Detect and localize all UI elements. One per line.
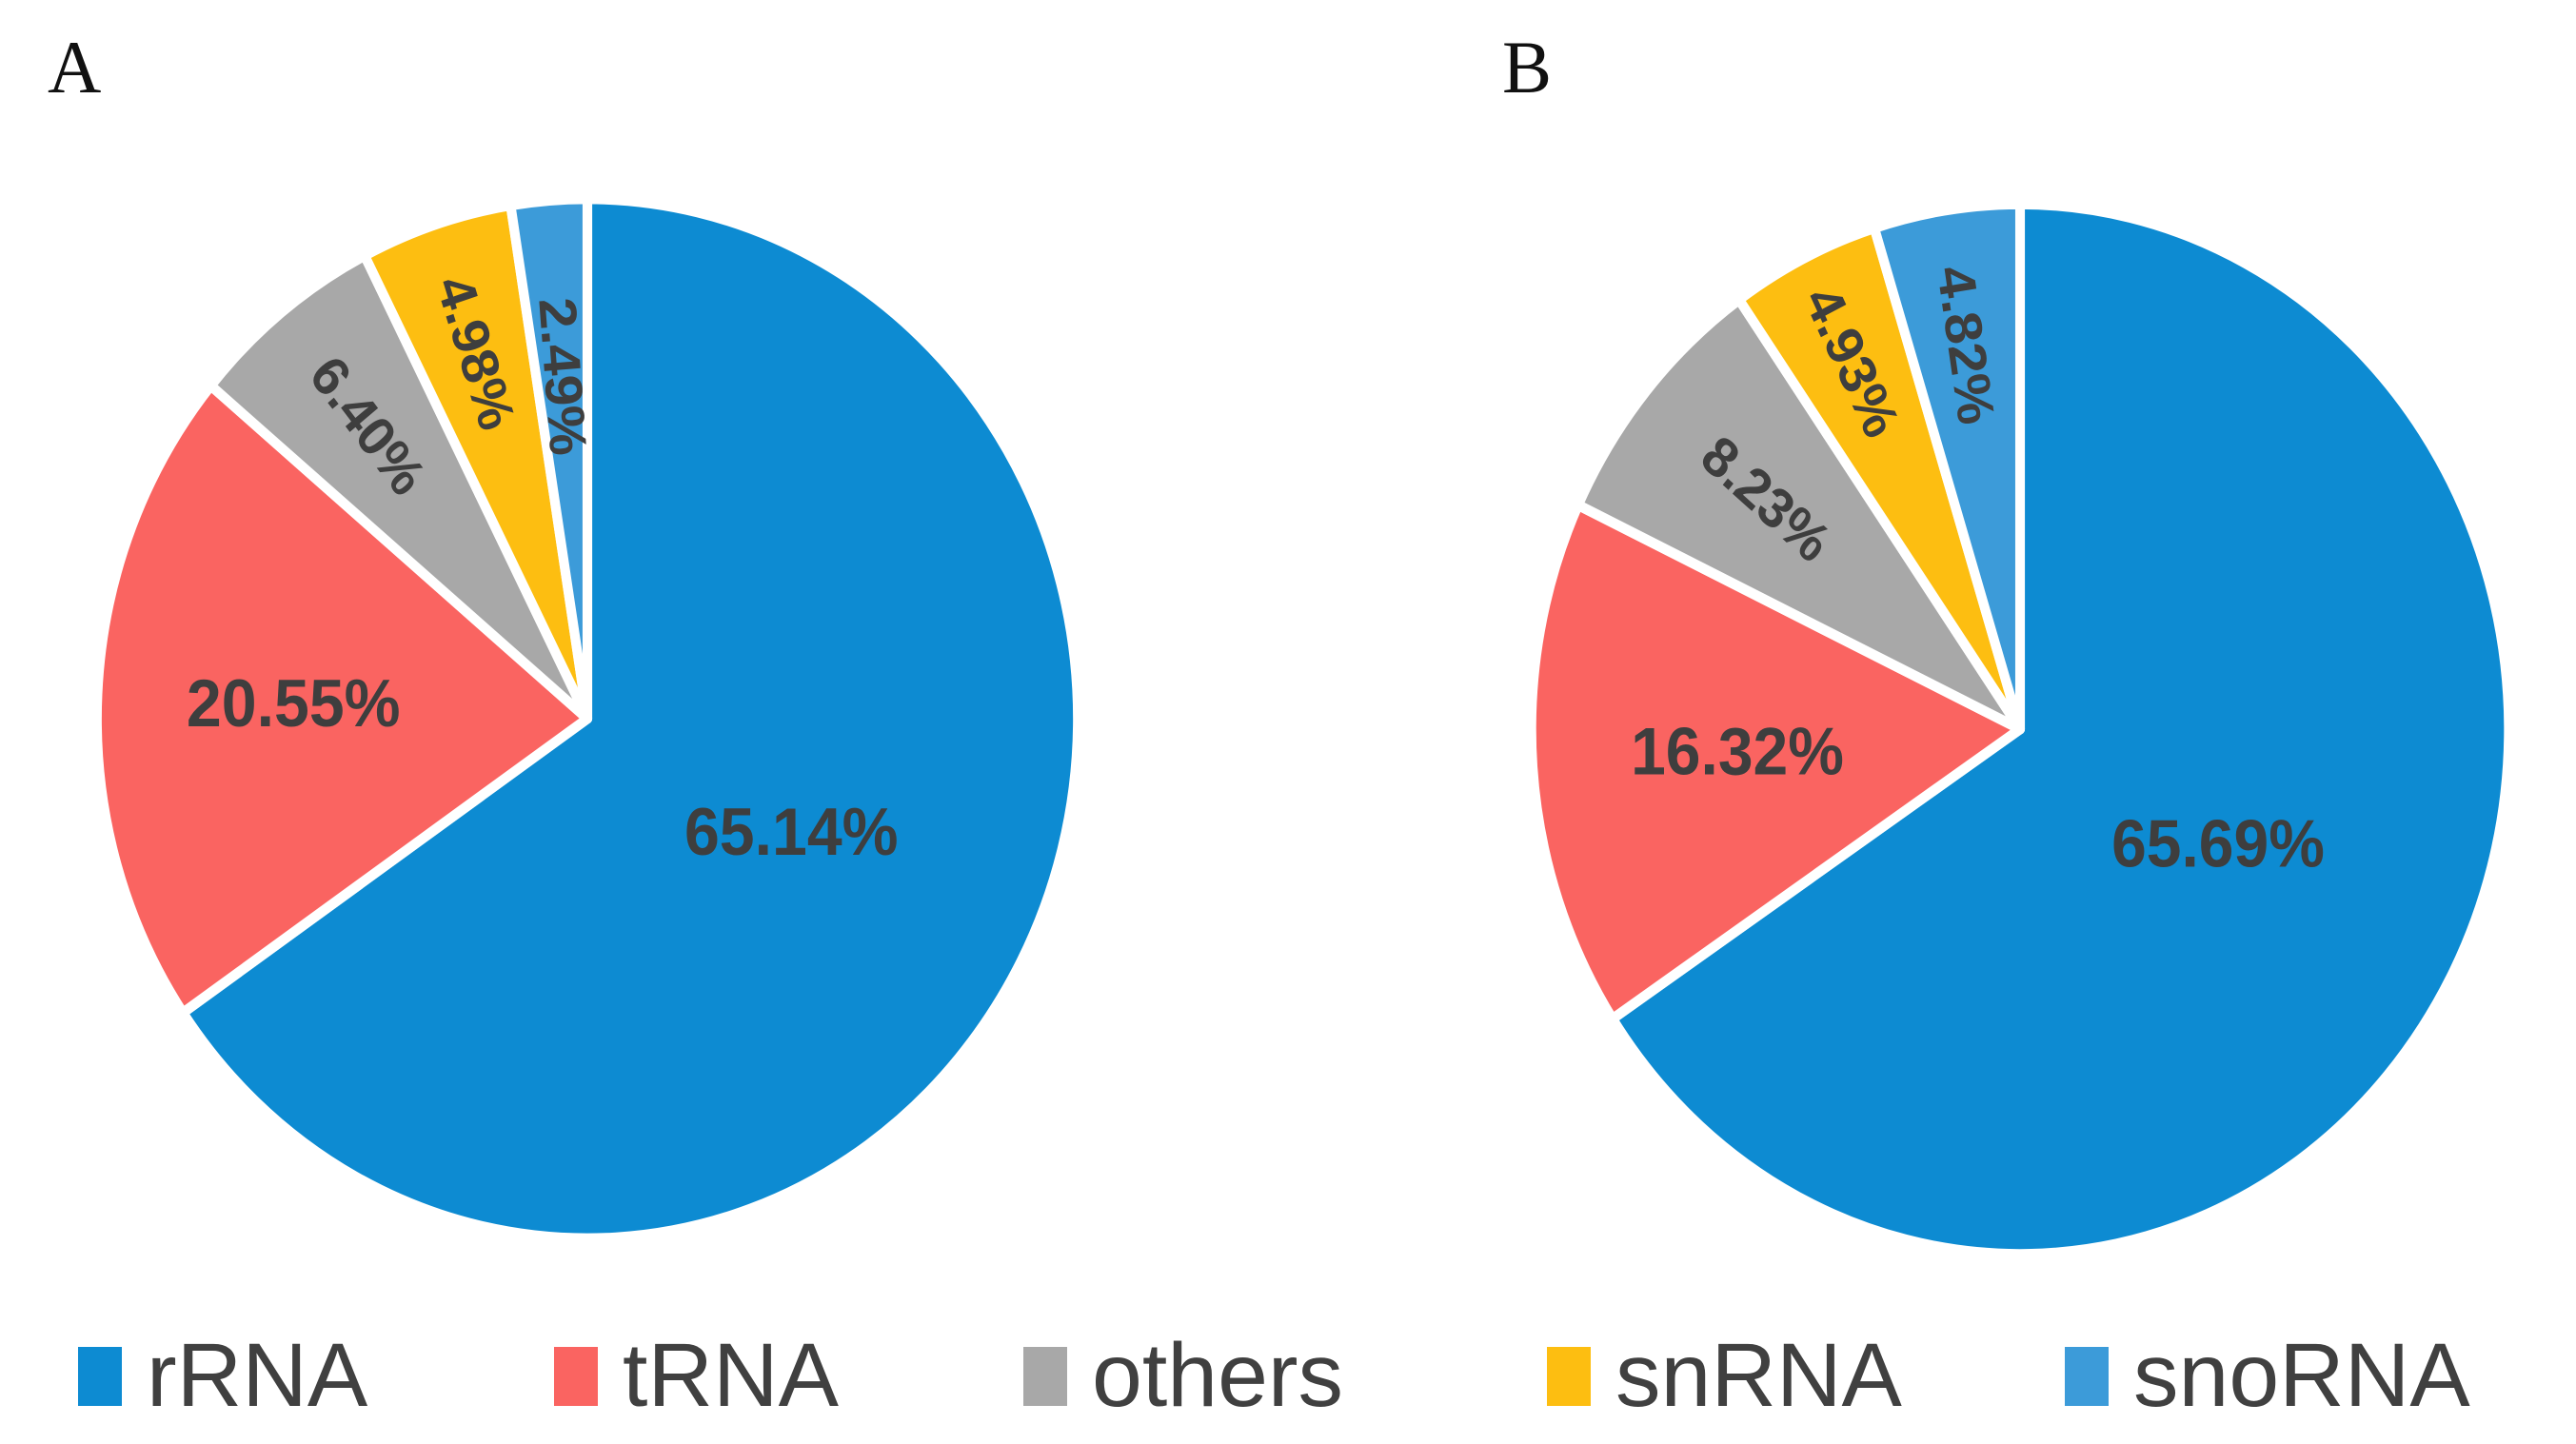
legend-item-trna: tRNA [554,1331,839,1421]
pie-B-slice-others [1573,294,2026,735]
legend-label-rrna: rRNA [147,1325,368,1426]
pie-B-slice-tRNA [1526,500,2026,1024]
legend: rRNA tRNA others snRNA snoRNA [0,1331,2576,1421]
legend-swatch-snrna [1547,1346,1591,1406]
pie-A-slice-others [206,250,593,724]
panel-a-letter: A [48,26,102,109]
pie-B-label-rRNA: 65.69% [2111,805,2325,881]
pie-B-label-tRNA: 16.32% [1631,713,1844,789]
legend-item-others: others [1023,1331,1343,1421]
pie-A-label-snoRNA: 2.49% [527,296,597,458]
pie-A-slice-tRNA [91,380,593,1019]
pie-chart-b: 65.69%16.32%8.23%4.93% 4.82% [1526,198,2514,1259]
legend-item-snorna: snoRNA [2065,1331,2470,1421]
pie-A-slice-snoRNA [505,193,593,724]
legend-label-snorna: snoRNA [2133,1325,2470,1426]
pie-B-slice-rRNA [1607,198,2514,1259]
panel-b-letter: B [1502,26,1553,109]
legend-item-rrna: rRNA [78,1331,367,1421]
pie-B-slice-snoRNA [1869,198,2026,735]
pie-chart-a: 65.14%20.55%6.40%4.98% 2.49% [91,193,1083,1244]
pie-A-slice-rRNA [178,193,1083,1244]
legend-swatch-snorna [2065,1346,2109,1406]
legend-item-snrna: snRNA [1547,1331,1902,1421]
legend-label-others: others [1092,1325,1344,1426]
pie-A-label-rRNA: 65.14% [684,795,899,869]
legend-label-snrna: snRNA [1615,1325,1902,1426]
legend-swatch-trna [554,1346,598,1406]
legend-swatch-others [1023,1346,1067,1406]
legend-swatch-rrna [78,1346,122,1406]
legend-label-trna: tRNA [623,1325,839,1426]
pie-A-label-tRNA: 20.55% [187,667,401,742]
